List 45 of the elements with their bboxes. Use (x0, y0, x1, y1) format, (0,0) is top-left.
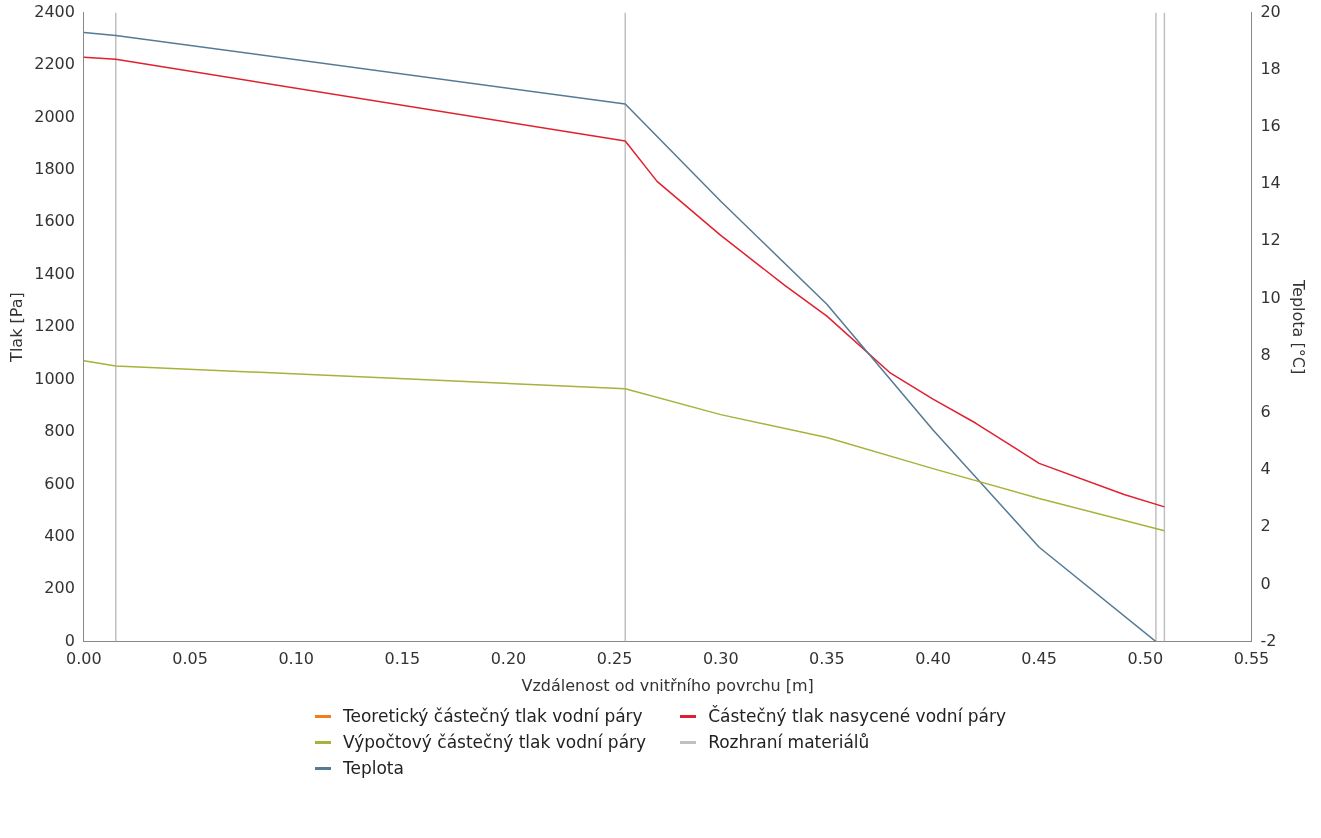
y2-tick-label: -2 (1260, 630, 1277, 650)
y2-tick-label: 12 (1260, 230, 1281, 250)
y2-tick-label: 20 (1260, 1, 1281, 21)
y-axis-title: Tlak [Pa] (6, 292, 26, 363)
y-tick-label: 0 (64, 630, 75, 650)
y2-tick-label: 16 (1260, 116, 1281, 136)
y2-tick-label: 8 (1260, 344, 1271, 364)
x-tick-label: 0.25 (596, 649, 633, 669)
x-tick-label: 0.05 (172, 649, 208, 669)
y2-axis-title: Teplota [°C] (1289, 279, 1309, 375)
y2-tick-label: 4 (1260, 459, 1271, 479)
y-tick-label: 1000 (34, 368, 75, 388)
y-tick-label: 800 (44, 421, 75, 441)
x-tick-label: 0.45 (1021, 649, 1057, 669)
y2-tick-label: 10 (1260, 287, 1281, 307)
y-tick-label: 1400 (34, 263, 75, 283)
y2-tick-label: 6 (1260, 402, 1271, 422)
y-tick-label: 1800 (34, 159, 75, 179)
x-axis-title: Vzdálenost od vnitřního povrchu [m] (521, 675, 814, 695)
y2-tick-label: 18 (1260, 58, 1281, 78)
y-tick-label: 2000 (34, 106, 75, 126)
y2-tick-label: 2 (1260, 516, 1271, 536)
y-tick-label: 1200 (34, 316, 75, 336)
x-tick-label: 0.20 (490, 649, 527, 669)
y-tick-label: 400 (44, 525, 75, 545)
y-tick-label: 2400 (34, 1, 75, 21)
x-tick-label: 0.55 (1233, 649, 1270, 669)
x-tick-label: 0.35 (809, 649, 845, 669)
y2-tick-label: 14 (1260, 173, 1281, 193)
x-tick-label: 0.50 (1127, 649, 1164, 669)
x-tick-label: 0.40 (915, 649, 951, 669)
y-tick-label: 600 (44, 473, 75, 493)
x-tick-label: 0.00 (66, 649, 102, 669)
legend-label: Výpočtový částečný tlak vodní páry (342, 732, 647, 752)
y-tick-label: 200 (44, 578, 75, 598)
legend-label: Rozhraní materiálů (708, 732, 870, 752)
legend-label: Teoretický částečný tlak vodní páry (342, 706, 643, 726)
legend-label: Teplota (342, 758, 404, 778)
legend-label: Částečný tlak nasycené vodní páry (708, 706, 1007, 726)
y-tick-label: 2200 (34, 54, 75, 74)
x-tick-label: 0.30 (702, 649, 739, 669)
y-tick-label: 1600 (34, 211, 75, 231)
y2-tick-label: 0 (1260, 573, 1271, 593)
x-tick-label: 0.10 (278, 649, 315, 669)
x-tick-label: 0.15 (384, 649, 421, 669)
